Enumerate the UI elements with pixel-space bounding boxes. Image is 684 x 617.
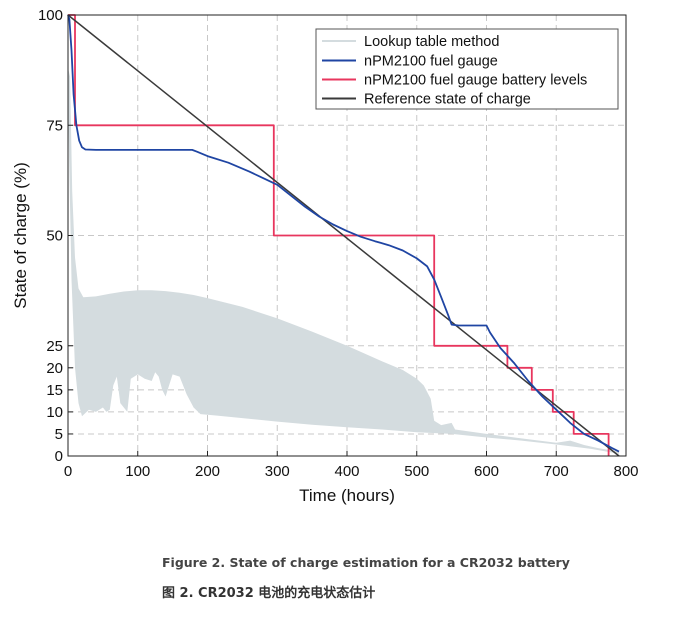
ticks: 0 100 200 300 400 500 600 700 800 0 5 10 15 20 25 50 75 1… bbox=[38, 7, 639, 480]
y-tick-label: 75 bbox=[46, 117, 63, 134]
legend-label-reference: Reference state of charge bbox=[364, 92, 531, 108]
series-lookup-table-band bbox=[68, 67, 619, 454]
series-reference-line bbox=[67, 14, 620, 457]
x-tick-label: 300 bbox=[265, 463, 290, 480]
legend-box bbox=[315, 28, 619, 110]
x-tick-label: 200 bbox=[195, 463, 220, 480]
legend-label-fuel-gauge: nPM2100 fuel gauge bbox=[364, 54, 498, 70]
y-axis-label: State of charge (%) bbox=[11, 162, 30, 308]
legend: Lookup table method nPM2100 fuel gauge n… bbox=[315, 28, 619, 110]
y-tick-label: 100 bbox=[38, 7, 63, 24]
x-tick-label: 600 bbox=[474, 463, 499, 480]
x-axis-label: Time (hours) bbox=[299, 486, 395, 505]
legend-label-battery-levels: nPM2100 fuel gauge battery levels bbox=[364, 73, 587, 89]
x-tick-label: 800 bbox=[613, 463, 638, 480]
y-tick-label: 5 bbox=[55, 426, 63, 443]
chart: 0 100 200 300 400 500 600 700 800 0 5 10 15 20 25 50 75 1… bbox=[11, 7, 639, 505]
y-tick-label: 25 bbox=[46, 338, 63, 355]
figure-caption-chinese: 图 2. CR2032 电池的充电状态估计 bbox=[162, 586, 376, 601]
y-tick-label: 15 bbox=[46, 382, 63, 399]
series-fuel-gauge-line bbox=[67, 14, 620, 453]
x-tick-label: 700 bbox=[544, 463, 569, 480]
x-tick-label: 500 bbox=[404, 463, 429, 480]
x-tick-label: 0 bbox=[64, 463, 72, 480]
y-tick-label: 0 bbox=[55, 448, 63, 465]
figure-caption-english: Figure 2. State of charge estimation for… bbox=[162, 555, 570, 570]
y-tick-label: 10 bbox=[46, 404, 63, 421]
y-tick-label: 50 bbox=[46, 228, 63, 245]
legend-label-lookup: Lookup table method bbox=[364, 34, 499, 50]
x-tick-label: 100 bbox=[125, 463, 150, 480]
series-layer bbox=[67, 14, 620, 457]
x-tick-label: 400 bbox=[334, 463, 359, 480]
y-tick-label: 20 bbox=[46, 360, 63, 377]
